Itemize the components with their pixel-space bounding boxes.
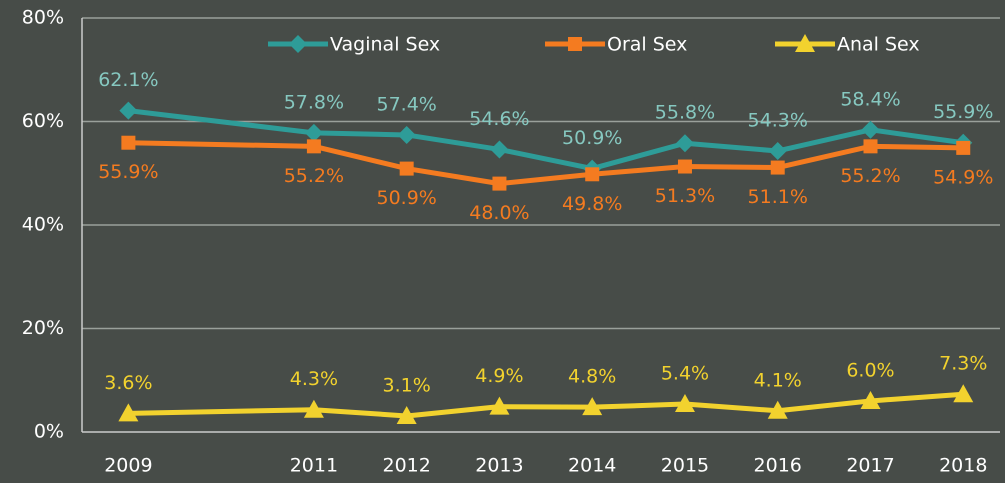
data-label: 3.6% bbox=[104, 372, 152, 394]
series-line bbox=[128, 140, 964, 187]
data-label: 51.1% bbox=[748, 186, 808, 208]
point-marker bbox=[674, 394, 695, 413]
data-label: 55.8% bbox=[655, 102, 715, 124]
legend-label: Oral Sex bbox=[607, 34, 687, 56]
data-label: 57.4% bbox=[376, 93, 436, 115]
point-marker bbox=[861, 120, 880, 139]
point-marker bbox=[768, 141, 787, 160]
data-label: 54.3% bbox=[748, 109, 808, 131]
point-marker bbox=[492, 176, 507, 191]
legend-marker bbox=[289, 35, 307, 53]
series-line bbox=[128, 108, 964, 172]
point-marker bbox=[582, 397, 603, 416]
data-label: 55.2% bbox=[840, 165, 900, 187]
data-label: 55.9% bbox=[98, 161, 158, 183]
legend-label: Anal Sex bbox=[837, 34, 920, 56]
point-marker bbox=[304, 123, 323, 142]
x-tick-label: 2016 bbox=[754, 455, 802, 477]
point-marker bbox=[677, 159, 692, 174]
point-marker bbox=[770, 160, 785, 175]
point-marker bbox=[396, 405, 417, 424]
point-marker bbox=[121, 135, 136, 150]
data-label: 55.2% bbox=[284, 165, 344, 187]
point-marker bbox=[489, 396, 510, 415]
y-tick-label: 20% bbox=[22, 317, 64, 339]
point-marker bbox=[956, 140, 971, 155]
legend-marker bbox=[795, 34, 815, 52]
point-marker bbox=[675, 134, 694, 153]
data-label: 55.9% bbox=[933, 101, 993, 123]
point-marker bbox=[306, 139, 321, 154]
point-marker bbox=[118, 403, 139, 422]
y-tick-label: 0% bbox=[34, 421, 64, 443]
point-marker bbox=[863, 139, 878, 154]
data-label: 4.1% bbox=[754, 369, 802, 391]
series-line bbox=[128, 391, 964, 419]
data-label: 51.3% bbox=[655, 185, 715, 207]
x-tick-label: 2018 bbox=[939, 455, 987, 477]
data-label: 4.8% bbox=[568, 366, 616, 388]
legend-label: Vaginal Sex bbox=[330, 34, 440, 56]
data-label: 50.9% bbox=[562, 127, 622, 149]
point-marker bbox=[767, 400, 788, 419]
point-marker bbox=[303, 399, 324, 418]
x-tick-label: 2012 bbox=[382, 455, 430, 477]
data-label: 54.6% bbox=[469, 108, 529, 130]
data-label: 7.3% bbox=[939, 353, 987, 375]
point-marker bbox=[397, 125, 416, 144]
data-label: 57.8% bbox=[284, 91, 344, 113]
data-label: 62.1% bbox=[98, 69, 158, 91]
point-marker bbox=[399, 161, 414, 176]
data-label: 54.9% bbox=[933, 166, 993, 188]
x-tick-label: 2009 bbox=[104, 455, 152, 477]
point-marker bbox=[119, 101, 138, 120]
point-marker bbox=[490, 140, 509, 159]
point-marker bbox=[953, 384, 974, 403]
x-tick-label: 2015 bbox=[661, 455, 709, 477]
data-label: 58.4% bbox=[840, 88, 900, 110]
data-label: 4.3% bbox=[290, 368, 338, 390]
data-label: 4.9% bbox=[475, 365, 523, 387]
point-marker bbox=[860, 390, 881, 409]
data-label: 6.0% bbox=[846, 359, 894, 381]
point-marker bbox=[585, 167, 600, 182]
x-tick-label: 2014 bbox=[568, 455, 616, 477]
legend-marker bbox=[568, 37, 582, 51]
y-tick-label: 60% bbox=[22, 110, 64, 132]
y-tick-label: 80% bbox=[22, 7, 64, 29]
data-label: 5.4% bbox=[661, 363, 709, 385]
data-label: 48.0% bbox=[469, 202, 529, 224]
data-label: 50.9% bbox=[376, 187, 436, 209]
data-label: 49.8% bbox=[562, 193, 622, 215]
data-label: 3.1% bbox=[383, 374, 431, 396]
y-tick-label: 40% bbox=[22, 214, 64, 236]
x-tick-label: 2017 bbox=[846, 455, 894, 477]
x-tick-label: 2011 bbox=[290, 455, 338, 477]
x-tick-label: 2013 bbox=[475, 455, 523, 477]
